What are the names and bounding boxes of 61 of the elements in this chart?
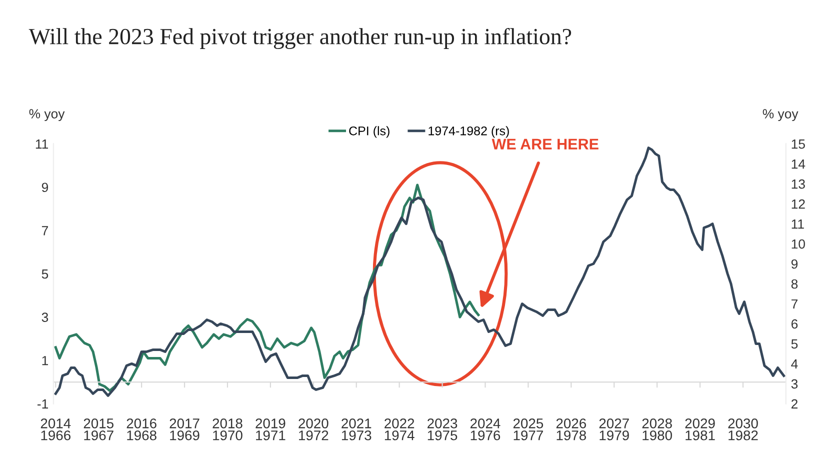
x-tick-label: 2023 (428, 418, 458, 428)
x-tick-label: 2015 (84, 418, 114, 428)
x2-tick-label: 1975 (428, 430, 458, 440)
x2-tick-label: 1976 (470, 430, 500, 440)
x-tick-label: 2027 (599, 418, 629, 428)
x-tick-label: 2019 (256, 418, 286, 428)
y2-tick-label: 11 (792, 219, 804, 229)
y2-tick-label: 7 (792, 299, 798, 309)
x-tick-label: 2026 (556, 418, 586, 428)
y2-tick-label: 4 (791, 359, 798, 368)
x-tick-label: 2018 (212, 418, 242, 428)
x-tick-label: 2029 (685, 418, 715, 428)
x-tick-label: 2022 (384, 418, 414, 428)
x2-tick-label: 1969 (170, 430, 200, 440)
chart-title: Will the 2023 Fed pivot trigger another run-up in inflation? (28, 28, 572, 50)
y-tick-label: 3 (42, 312, 48, 322)
x-tick-label: 2016 (126, 418, 156, 428)
y2-axis-title: % yoy (762, 109, 798, 122)
x-tick-label: 2020 (298, 418, 328, 428)
y2-tick-label: 10 (792, 239, 805, 249)
y-tick-label: -1 (37, 399, 48, 408)
y2-tick-label: 2 (791, 399, 798, 408)
x2-tick-label: 1980 (642, 430, 672, 440)
y-tick-label: 9 (42, 182, 48, 192)
y2-tick-label: 14 (792, 160, 806, 169)
x2-tick-label: 1974 (384, 430, 414, 440)
x2-tick-label: 1970 (213, 430, 242, 440)
x-tick-label: 2030 (728, 418, 758, 428)
x2-tick-label: 1972 (299, 430, 328, 440)
y2-tick-label: 12 (792, 199, 805, 209)
annotation: WE ARE HERE (492, 138, 598, 150)
x2-tick-label: 1981 (686, 430, 715, 440)
x-tick-label: 2028 (642, 418, 672, 428)
x-tick-label: 2024 (470, 418, 500, 428)
legend-label: CPI (ls) (349, 126, 390, 138)
y2-tick-label: 15 (792, 140, 805, 149)
legend-label: 1974-1982 (rs) (428, 126, 509, 138)
x2-tick-label: 1968 (127, 430, 156, 440)
y-tick-label: 11 (36, 140, 48, 149)
y2-tick-label: 3 (791, 379, 798, 389)
x2-tick-label: 1971 (256, 430, 286, 440)
x2-tick-label: 1979 (600, 430, 629, 440)
y2-tick-label: 13 (792, 179, 805, 189)
x2-tick-label: 1982 (728, 430, 758, 440)
y-axis-title: % yoy (29, 109, 65, 122)
x-tick-label: 2021 (342, 418, 372, 428)
x2-tick-label: 1966 (41, 430, 70, 440)
x-tick-label: 2014 (40, 418, 71, 428)
y-tick-label: 5 (42, 269, 48, 279)
y2-tick-label: 9 (791, 259, 798, 269)
x-tick-label: 2017 (170, 418, 200, 428)
x2-tick-label: 1978 (556, 430, 586, 440)
y2-tick-label: 6 (791, 319, 798, 329)
y-tick-label: 7 (42, 226, 48, 236)
y2-tick-label: 8 (791, 279, 798, 289)
y2-tick-label: 5 (791, 339, 798, 349)
x-tick-label: 2025 (513, 418, 544, 428)
x2-tick-label: 1973 (342, 430, 372, 440)
x2-tick-label: 1977 (514, 430, 543, 440)
x2-tick-label: 1967 (84, 430, 114, 440)
y-tick-label: 1 (42, 356, 48, 366)
